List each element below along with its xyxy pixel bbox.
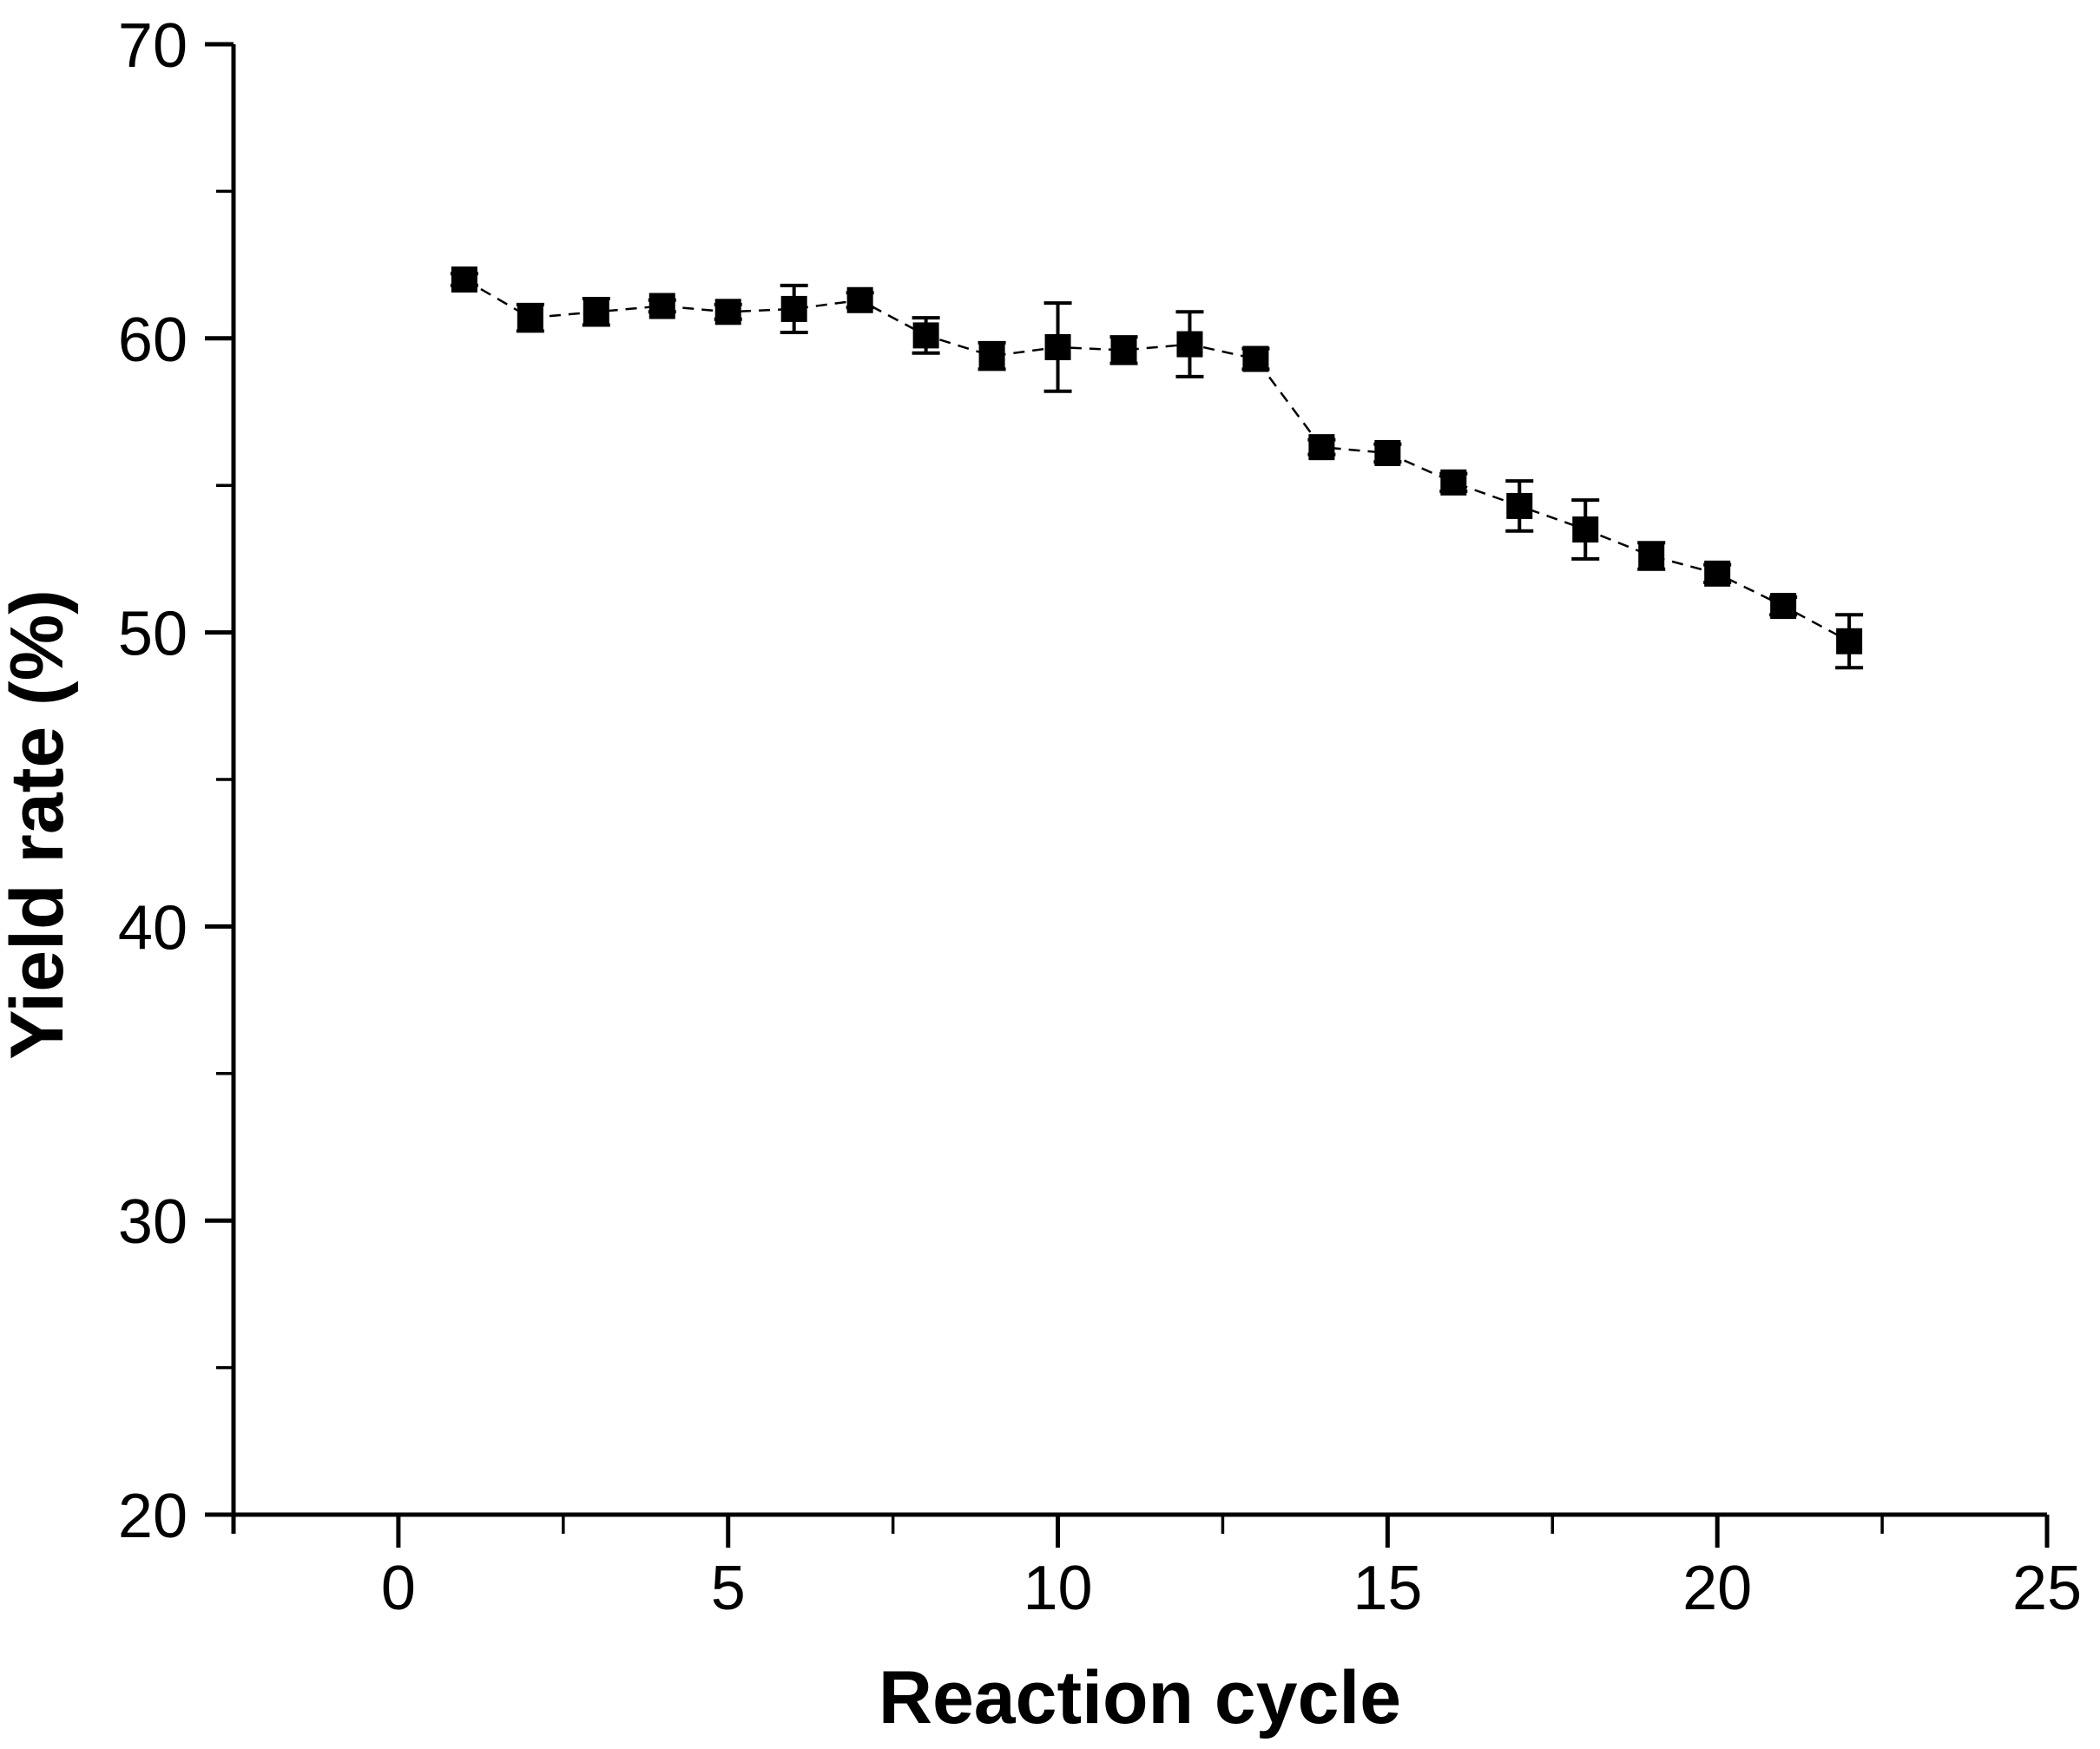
x-tick-label: 0 [381,1554,416,1623]
tick-labels-layer: 20 30 40 50 60 70 0 5 10 15 20 25 [118,11,2082,1623]
y-tick-label: 50 [118,600,188,669]
y-axis-title: Yield rate (%) [0,589,79,1060]
y-tick-label: 20 [118,1482,188,1551]
series-connector-line [464,278,1850,642]
data-point-marker [1110,337,1137,364]
y-tick-label: 40 [118,893,188,963]
y-tick-label: 70 [118,11,188,81]
x-tick-label: 20 [1682,1554,1752,1623]
data-point-marker [846,286,873,313]
data-point-marker [1242,345,1269,372]
data-point-marker [1572,516,1599,543]
data-point-marker [1638,542,1665,569]
data-point-marker [583,299,609,325]
x-tick-label: 10 [1023,1554,1092,1623]
axes-layer [231,44,2047,1534]
data-point-marker [1440,469,1467,496]
x-axis-title: Reaction cycle [879,1656,1401,1739]
x-tick-label: 5 [711,1554,746,1623]
data-point-marker [1704,560,1731,587]
y-tick-label: 60 [118,306,188,375]
x-tick-label: 25 [2012,1554,2082,1623]
y-tick-label: 30 [118,1187,188,1257]
data-point-marker [714,299,741,325]
data-point-marker [1836,628,1863,654]
data-point-marker [451,266,477,293]
data-point-marker [1176,331,1203,358]
data-point-marker [1770,593,1797,620]
data-point-marker [978,343,1005,370]
data-point-marker [1374,439,1401,466]
data-point-marker [1308,434,1335,461]
ticks-layer [205,42,2050,1548]
data-point-marker [912,322,939,349]
data-series-layer [450,266,1864,670]
data-point-marker [648,293,675,319]
data-point-marker [517,305,543,332]
x-tick-label: 15 [1353,1554,1422,1623]
data-point-marker [1044,333,1071,360]
data-point-marker [780,295,807,322]
data-point-marker [1506,492,1533,519]
